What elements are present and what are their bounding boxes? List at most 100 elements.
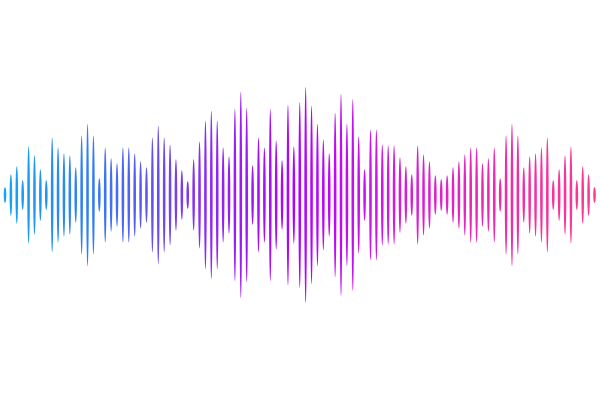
wave-bar bbox=[492, 147, 496, 243]
wave-bar bbox=[333, 112, 337, 278]
wave-bar bbox=[33, 155, 36, 235]
wave-bar bbox=[62, 153, 66, 237]
wave-bar bbox=[280, 160, 284, 230]
wave-bar bbox=[593, 187, 596, 203]
wave-bar bbox=[233, 108, 237, 282]
wave-bar bbox=[168, 144, 172, 246]
wave-bar bbox=[145, 167, 148, 223]
wave-bar bbox=[286, 104, 290, 286]
wave-bar bbox=[121, 147, 125, 243]
wave-bar bbox=[192, 159, 195, 231]
wave-bar bbox=[339, 93, 343, 297]
wave-bar bbox=[215, 120, 219, 270]
wave-bar bbox=[227, 156, 231, 234]
wave-bar bbox=[174, 159, 178, 231]
wave-bar bbox=[68, 155, 72, 235]
wave-bar bbox=[516, 135, 520, 255]
wave-bar bbox=[15, 166, 19, 224]
wave-bar bbox=[56, 147, 60, 243]
wave-bar bbox=[551, 180, 555, 210]
wave-bar bbox=[522, 167, 526, 223]
wave-bar bbox=[180, 170, 184, 220]
wave-bar bbox=[357, 136, 361, 254]
wave-bar bbox=[557, 169, 561, 221]
wave-bar bbox=[322, 139, 325, 251]
wave-bar bbox=[375, 129, 378, 261]
wave-bar bbox=[546, 137, 549, 253]
wave-bar bbox=[39, 169, 42, 221]
wave-bar bbox=[404, 166, 408, 224]
wave-bar bbox=[44, 180, 48, 210]
wave-bar bbox=[80, 135, 83, 255]
wave-bar bbox=[186, 181, 190, 209]
wave-bar bbox=[21, 180, 24, 210]
wave-bar bbox=[416, 145, 419, 245]
wave-bar bbox=[251, 165, 254, 225]
wave-bar bbox=[386, 145, 390, 245]
wave-bar bbox=[304, 87, 307, 303]
wave-bar bbox=[434, 175, 437, 215]
wave-bar bbox=[151, 137, 154, 253]
wave-bar bbox=[127, 147, 131, 243]
wave-bar bbox=[481, 163, 484, 227]
wave-bar bbox=[569, 146, 573, 244]
wave-bar bbox=[475, 147, 478, 243]
wave-bar bbox=[428, 161, 431, 229]
wave-bar bbox=[74, 167, 78, 223]
wave-bar bbox=[510, 123, 514, 267]
wave-bar bbox=[398, 157, 402, 233]
wave-bar bbox=[210, 110, 213, 280]
wave-bar bbox=[310, 105, 313, 285]
wave-bar bbox=[139, 161, 142, 229]
wave-bar bbox=[245, 107, 248, 283]
wave-bar bbox=[268, 108, 272, 282]
wave-bar bbox=[563, 155, 567, 235]
wave-bar bbox=[445, 175, 449, 215]
wave-bar bbox=[351, 98, 355, 292]
wave-bar bbox=[221, 147, 225, 243]
wave-bar bbox=[469, 147, 473, 243]
wave-bar bbox=[156, 125, 160, 265]
wave-bar bbox=[528, 156, 531, 234]
wave-bar bbox=[581, 166, 585, 224]
wave-bar bbox=[316, 123, 319, 267]
wave-bar bbox=[463, 154, 467, 236]
wave-bar bbox=[103, 147, 107, 243]
wave-bar bbox=[410, 174, 414, 216]
wave-bar bbox=[198, 141, 201, 249]
wave-bar bbox=[587, 174, 590, 216]
wave-bar bbox=[133, 153, 136, 237]
wave-bar bbox=[451, 167, 455, 223]
wave-bar bbox=[115, 163, 119, 227]
wave-bar bbox=[27, 146, 30, 244]
wave-bar bbox=[239, 91, 243, 299]
wave-bar bbox=[540, 147, 543, 243]
wave-bar bbox=[345, 123, 349, 267]
wave-bar bbox=[504, 135, 508, 255]
wave-bar bbox=[162, 137, 166, 253]
wave-bar bbox=[487, 158, 490, 232]
wave-bar bbox=[92, 135, 95, 255]
wave-bars bbox=[3, 87, 596, 303]
wave-bar bbox=[439, 179, 443, 211]
wave-bar bbox=[9, 174, 13, 216]
wave-bar bbox=[363, 169, 366, 221]
wave-bar bbox=[274, 140, 278, 250]
wave-bar bbox=[3, 187, 7, 203]
wave-bar bbox=[109, 158, 113, 232]
wave-bar bbox=[263, 147, 266, 243]
wave-bar bbox=[327, 153, 331, 237]
wave-bar bbox=[257, 137, 260, 253]
wave-bar bbox=[292, 146, 296, 244]
wave-bar bbox=[86, 123, 89, 267]
wave-bar bbox=[457, 161, 461, 229]
wave-bar bbox=[98, 178, 101, 212]
wave-bar bbox=[392, 145, 396, 245]
wave-bar bbox=[380, 144, 384, 246]
wave-bar bbox=[50, 137, 54, 253]
wave-bar bbox=[204, 120, 207, 270]
wave-bar bbox=[575, 180, 579, 210]
wave-bar bbox=[422, 154, 425, 236]
wave-bar bbox=[369, 129, 372, 261]
